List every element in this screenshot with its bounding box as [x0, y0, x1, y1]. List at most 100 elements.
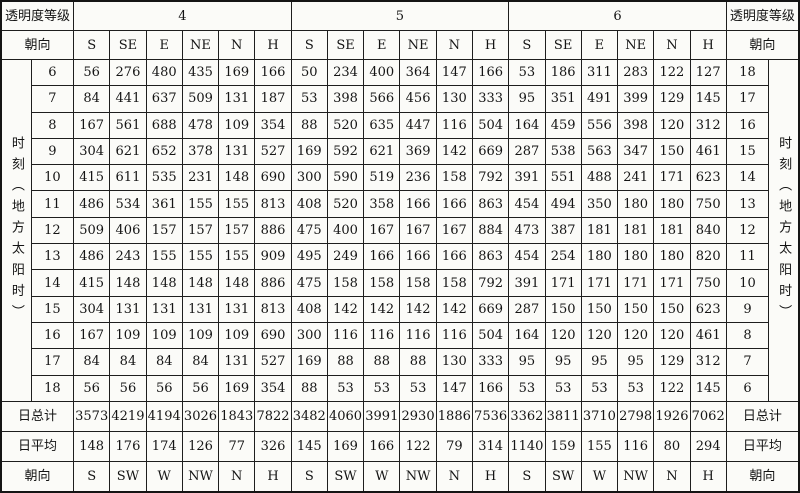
- value-cell: 236: [399, 164, 437, 192]
- table-body: 时刻（地方太阳时） 6 56 276 480 435 169 166 50 234 400 364 14…: [0, 58, 800, 493]
- footer-value-cell: 1926: [653, 401, 691, 432]
- value-cell: 480: [145, 58, 183, 87]
- value-cell: 158: [435, 164, 473, 192]
- value-cell: 361: [145, 190, 183, 218]
- footer-value-cell: W: [145, 461, 183, 493]
- value-cell: 534: [109, 190, 147, 218]
- value-cell: 504: [471, 111, 510, 139]
- hour-row-11: 11 486 534 361 155 155 813 408 520 358 166 166 863 45…: [1, 190, 799, 218]
- value-cell: 351: [544, 85, 582, 113]
- value-cell: 180: [580, 243, 619, 271]
- value-cell: 461: [689, 321, 727, 350]
- value-cell: 150: [544, 295, 582, 323]
- orientation-header-ne-grade4: NE: [181, 30, 220, 60]
- orientation-header-s-grade4: S: [73, 30, 111, 60]
- hour-cell-left: 6: [30, 58, 75, 87]
- value-cell: 148: [218, 269, 256, 297]
- orientation-header-se-grade5: SE: [326, 30, 365, 60]
- footer-label-left: 日总计: [0, 401, 75, 432]
- value-cell: 333: [471, 348, 510, 376]
- value-cell: 131: [218, 295, 256, 323]
- value-cell: 148: [181, 269, 220, 297]
- value-cell: 53: [363, 374, 401, 403]
- footer-label-left: 朝向: [0, 461, 75, 493]
- footer-value-cell: 145: [290, 431, 328, 462]
- value-cell: 150: [580, 295, 619, 323]
- value-cell: 88: [399, 348, 437, 376]
- footer-value-cell: H: [254, 461, 292, 493]
- value-cell: 623: [689, 164, 727, 192]
- value-cell: 652: [145, 137, 183, 166]
- value-cell: 167: [73, 321, 111, 350]
- value-cell: 475: [290, 269, 328, 297]
- value-cell: 688: [145, 111, 183, 139]
- orientation-header-n-grade5: N: [435, 30, 473, 60]
- value-cell: 551: [544, 164, 582, 192]
- hour-row-14: 14 415 148 148 148 148 886 475 158 158 158 158 792 39…: [1, 269, 799, 297]
- value-cell: 130: [435, 348, 473, 376]
- value-cell: 169: [290, 348, 328, 376]
- footer-value-cell: 116: [617, 431, 655, 462]
- orientation-header-h-grade4: H: [254, 30, 292, 60]
- footer-value-cell: SW: [544, 461, 582, 493]
- hour-row-10: 10 415 611 535 231 148 690 300 590 519 236 158 792 39…: [1, 164, 799, 192]
- value-cell: 158: [363, 269, 401, 297]
- value-cell: 56: [73, 374, 111, 403]
- value-cell: 792: [471, 269, 510, 297]
- value-cell: 347: [617, 137, 655, 166]
- value-cell: 142: [326, 295, 365, 323]
- footer-value-cell: 1843: [218, 401, 256, 432]
- hour-row-17: 17 84 84 84 84 131 527 169 88 88 88 130 333 95 95 95 95 1…: [1, 348, 799, 376]
- value-cell: 109: [181, 321, 220, 350]
- value-cell: 350: [580, 190, 619, 218]
- footer-value-cell: SW: [109, 461, 147, 493]
- footer-value-cell: N: [653, 461, 691, 493]
- value-cell: 120: [580, 321, 619, 350]
- value-cell: 456: [399, 85, 437, 113]
- hour-cell-left: 15: [30, 295, 75, 323]
- value-cell: 116: [435, 111, 473, 139]
- value-cell: 120: [653, 321, 691, 350]
- footer-value-cell: W: [363, 461, 401, 493]
- value-cell: 415: [73, 269, 111, 297]
- value-cell: 109: [145, 321, 183, 350]
- hour-row-6: 时刻（地方太阳时） 6 56 276 480 435 169 166 50 234 400 364 14…: [0, 58, 800, 402]
- footer-value-cell: 3573: [73, 401, 111, 432]
- value-cell: 95: [544, 348, 582, 376]
- value-cell: 131: [181, 295, 220, 323]
- value-cell: 621: [109, 137, 147, 166]
- hour-cell-left: 17: [30, 348, 75, 376]
- footer-value-cell: 79: [435, 431, 473, 462]
- value-cell: 155: [145, 243, 183, 271]
- value-cell: 509: [181, 85, 220, 113]
- value-cell: 312: [689, 111, 727, 139]
- value-cell: 863: [471, 190, 510, 218]
- value-cell: 312: [689, 348, 727, 376]
- value-cell: 181: [580, 216, 619, 245]
- footer-value-cell: 2798: [617, 401, 655, 432]
- value-cell: 504: [471, 321, 510, 350]
- value-cell: 254: [544, 243, 582, 271]
- value-cell: 886: [254, 216, 292, 245]
- hour-cell-left: 8: [30, 111, 75, 139]
- value-cell: 441: [109, 85, 147, 113]
- value-cell: 150: [617, 295, 655, 323]
- value-cell: 142: [435, 137, 473, 166]
- footer-value-cell: 3710: [580, 401, 619, 432]
- value-cell: 131: [218, 137, 256, 166]
- value-cell: 669: [471, 137, 510, 166]
- footer-value-cell: 326: [254, 431, 292, 462]
- value-cell: 167: [73, 111, 111, 139]
- value-cell: 813: [254, 295, 292, 323]
- value-cell: 304: [73, 295, 111, 323]
- hour-cell-right: 11: [725, 243, 770, 271]
- orientation-header-n-grade4: N: [218, 30, 256, 60]
- value-cell: 169: [218, 58, 256, 87]
- value-cell: 155: [181, 243, 220, 271]
- value-cell: 84: [145, 348, 183, 376]
- orientation-header-e-grade4: E: [145, 30, 183, 60]
- value-cell: 158: [399, 269, 437, 297]
- value-cell: 311: [580, 58, 619, 87]
- hour-row-13: 13 486 243 155 155 155 909 495 249 166 166 166 863 45…: [1, 243, 799, 271]
- hour-row-9: 9 304 621 652 378 131 527 169 592 621 369 142 669 287…: [1, 137, 799, 166]
